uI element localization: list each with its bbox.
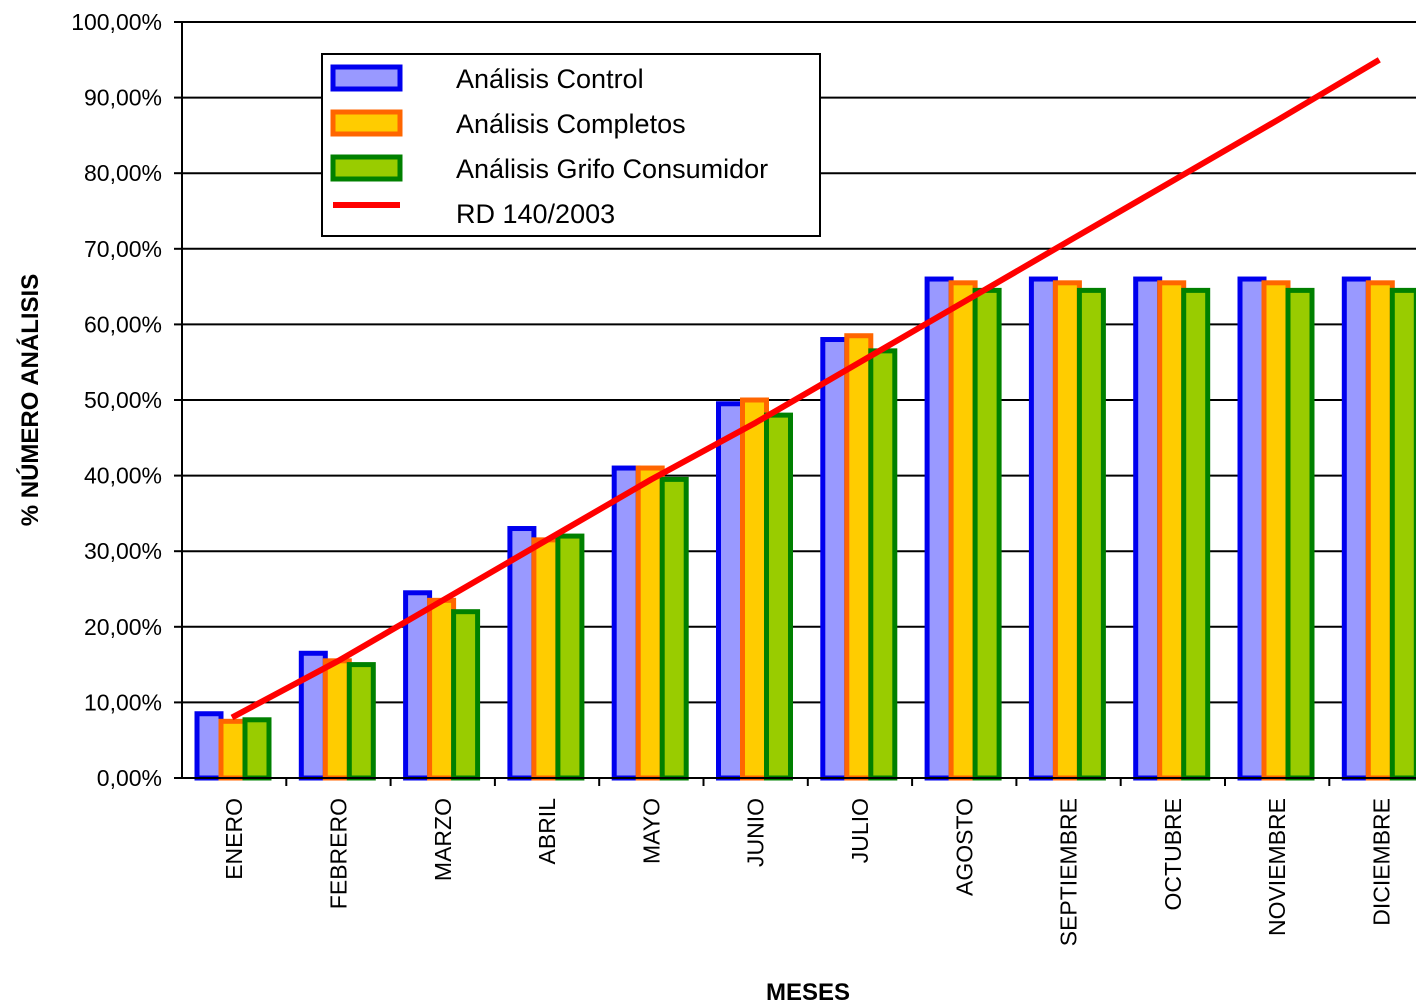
bar (1133, 276, 1163, 781)
y-tick-label: 70,00% (84, 236, 162, 262)
legend-label: RD 140/2003 (456, 199, 615, 229)
bar (820, 337, 850, 781)
legend-swatch (330, 64, 403, 92)
bar (218, 718, 248, 781)
x-tick-label: NOVIEMBRE (1264, 798, 1290, 936)
bar (924, 276, 954, 781)
bar (740, 397, 769, 781)
bar (716, 401, 745, 781)
bar (1052, 280, 1082, 781)
bar (1076, 287, 1106, 781)
x-tick-label: ENERO (221, 798, 247, 880)
legend-label: Análisis Completos (456, 109, 686, 139)
legend: Análisis Control Análisis Completos Anális… (321, 53, 821, 237)
y-tick-label: 100,00% (71, 9, 162, 35)
y-axis-title: % NÚMERO ANÁLISIS (16, 274, 44, 526)
y-tick-label: 80,00% (84, 160, 162, 186)
bar (1237, 276, 1267, 781)
bar (194, 711, 224, 781)
y-tick-label: 20,00% (84, 614, 162, 640)
bar (635, 465, 665, 781)
x-tick-label: AGOSTO (951, 798, 977, 896)
x-tick-label: JULIO (847, 798, 873, 863)
bar (1285, 287, 1315, 781)
bar (764, 412, 793, 781)
axes: 0,00% 10,00% 20,00% 30,00% 40,00% 50,00% 60,00… (71, 9, 1416, 946)
x-tick-label: MAYO (638, 798, 664, 864)
bar (346, 662, 376, 781)
x-tick-label: DICIEMBRE (1368, 798, 1394, 926)
x-tick-label: FEBRERO (325, 798, 351, 909)
bar (1341, 276, 1371, 781)
y-tick-label: 50,00% (84, 387, 162, 413)
x-tick-label: MARZO (430, 798, 456, 881)
legend-label: Análisis Grifo Consumidor (456, 154, 768, 184)
x-tick-label: OCTUBRE (1160, 798, 1186, 910)
legend-label: Análisis Control (456, 64, 644, 94)
bar (242, 717, 272, 781)
y-tick-label: 90,00% (84, 85, 162, 111)
bar (868, 348, 898, 781)
y-tick-label: 10,00% (84, 689, 162, 715)
bar (555, 533, 585, 781)
bar (1028, 276, 1058, 781)
bar (1261, 280, 1291, 781)
bar (844, 333, 874, 781)
bar (531, 537, 561, 781)
y-tick-label: 60,00% (84, 311, 162, 337)
bar (611, 465, 641, 781)
y-tick-label: 30,00% (84, 538, 162, 564)
bar (1157, 280, 1187, 781)
x-tick-label: JUNIO (743, 798, 769, 867)
bar (1389, 287, 1416, 781)
rd-140-2003-line (230, 57, 1381, 721)
bar (507, 526, 537, 781)
bar (1181, 287, 1211, 781)
y-tick-label: 40,00% (84, 463, 162, 489)
bar (427, 597, 457, 781)
bar (322, 658, 352, 781)
y-tick-label: 0,00% (97, 765, 162, 791)
bar (451, 609, 481, 781)
bar (948, 280, 978, 781)
legend-swatch (330, 154, 403, 182)
bar (659, 476, 689, 781)
x-tick-label: ABRIL (534, 798, 560, 865)
x-tick-label: SEPTIEMBRE (1056, 798, 1082, 946)
legend-box (321, 53, 821, 237)
legend-swatch (330, 109, 403, 137)
bar (1365, 280, 1395, 781)
bar (972, 287, 1002, 781)
reference-line (230, 57, 1381, 721)
x-axis-title: MESES (766, 979, 850, 1003)
